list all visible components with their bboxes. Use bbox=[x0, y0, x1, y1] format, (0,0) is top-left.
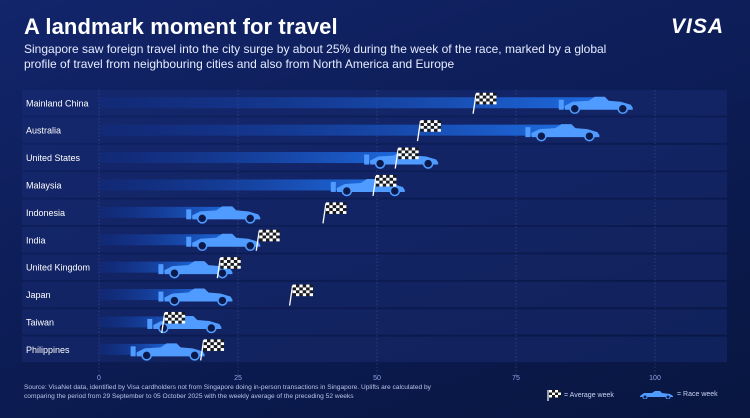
legend-race-week: = Race week bbox=[638, 389, 718, 399]
race-car-icon bbox=[130, 343, 205, 361]
race-car-icon bbox=[186, 206, 261, 224]
x-tick-label: 0 bbox=[97, 375, 101, 382]
checkered-flag-icon bbox=[161, 311, 186, 334]
race-car-icon bbox=[330, 178, 405, 197]
visa-logo: VISA bbox=[670, 15, 724, 38]
race-week-bar bbox=[99, 234, 231, 246]
source-footnote: Source: VisaNet data, identified by Visa… bbox=[24, 384, 431, 400]
checkered-flag-icon bbox=[547, 390, 561, 401]
checkered-flag-icon bbox=[288, 284, 313, 306]
checkered-flag-icon bbox=[255, 229, 280, 251]
checkered-flag-icon bbox=[372, 174, 397, 197]
checkered-flag-icon bbox=[394, 147, 419, 169]
checkered-flag-icon bbox=[322, 202, 347, 224]
race-car-icon bbox=[147, 315, 222, 334]
category-label: Mainland China bbox=[26, 98, 89, 108]
race-week-bar bbox=[99, 343, 175, 355]
category-label: Philippines bbox=[26, 345, 70, 355]
race-week-bar bbox=[99, 316, 192, 328]
legend-average-label: = Average week bbox=[564, 391, 614, 399]
page-subtitle: Singapore saw foreign travel into the ci… bbox=[24, 42, 607, 71]
race-week-bar bbox=[99, 124, 570, 136]
checkered-flag-icon bbox=[216, 257, 241, 279]
race-car-icon bbox=[558, 96, 633, 115]
legend-average-week: = Average week bbox=[547, 389, 614, 401]
category-label: Australia bbox=[26, 126, 61, 136]
page-title: A landmark moment for travel bbox=[24, 14, 338, 39]
x-tick-label: 25 bbox=[234, 375, 242, 382]
category-label: United States bbox=[26, 153, 81, 163]
category-label: Malaysia bbox=[26, 180, 62, 190]
category-label: United Kingdom bbox=[26, 263, 90, 273]
category-label: Taiwan bbox=[26, 317, 54, 327]
race-week-bar bbox=[99, 97, 603, 109]
category-label: India bbox=[26, 235, 46, 245]
race-week-bar bbox=[99, 206, 231, 218]
race-week-bar bbox=[99, 152, 409, 164]
legend-race-label: = Race week bbox=[677, 390, 718, 398]
checkered-flag-icon bbox=[416, 120, 441, 142]
race-car-icon bbox=[640, 391, 673, 399]
checkered-flag-icon bbox=[472, 92, 497, 114]
checkered-flag-icon bbox=[199, 339, 225, 361]
race-car-icon bbox=[158, 288, 233, 306]
x-tick-label: 50 bbox=[373, 375, 381, 382]
race-week-bar bbox=[99, 289, 203, 301]
category-label: Indonesia bbox=[26, 208, 65, 218]
race-car-icon bbox=[525, 124, 600, 142]
category-label: Japan bbox=[26, 290, 51, 300]
race-week-bar bbox=[99, 261, 203, 273]
x-tick-label: 100 bbox=[649, 375, 661, 382]
race-week-bar bbox=[99, 179, 375, 191]
race-car-icon bbox=[186, 233, 261, 252]
x-tick-label: 75 bbox=[512, 375, 520, 382]
